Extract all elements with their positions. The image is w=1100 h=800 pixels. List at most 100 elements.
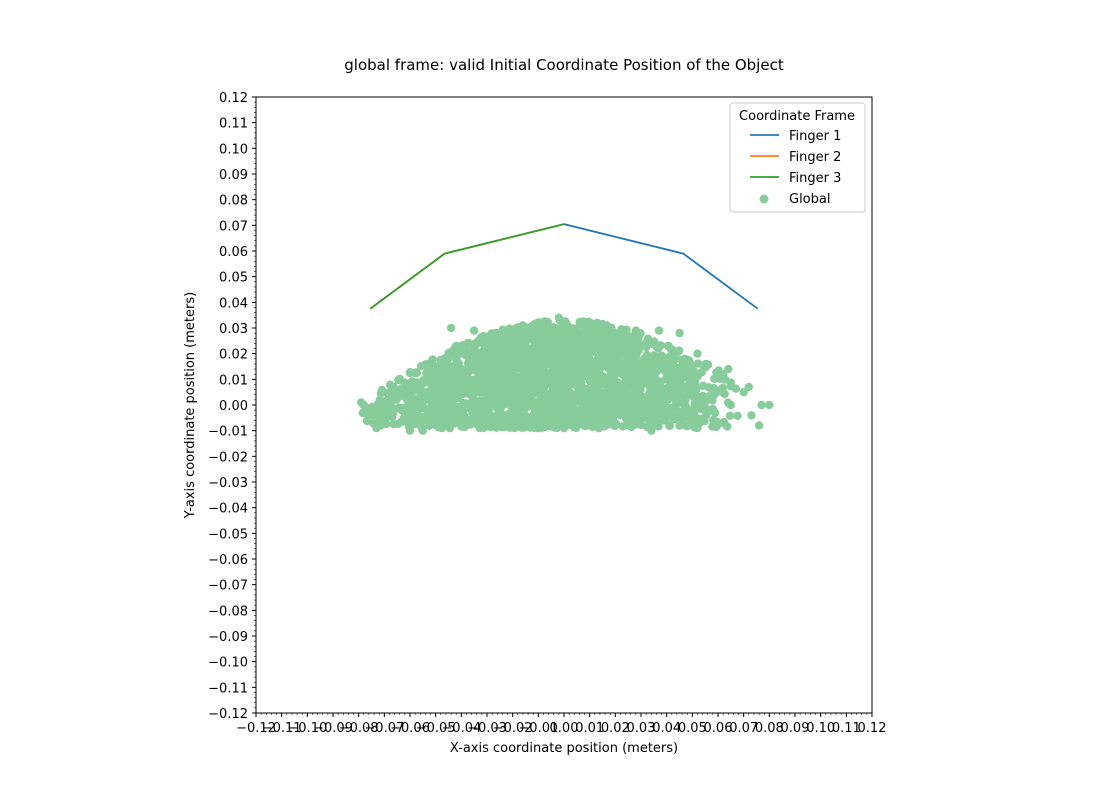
scatter-point [504, 340, 514, 349]
scatter-point [515, 389, 524, 398]
scatter-point [626, 419, 635, 428]
scatter-point [412, 385, 421, 395]
scatter-point [653, 395, 663, 405]
x-tick-label: −0.11 [262, 721, 302, 736]
scatter-point [499, 360, 508, 370]
scatter-point [559, 338, 569, 347]
x-tick-label: −0.07 [364, 721, 404, 736]
scatter-point [754, 421, 764, 430]
legend-swatch-dot [759, 194, 769, 204]
scatter-point [586, 377, 595, 386]
scatter-point [502, 383, 512, 392]
scatter-point [478, 388, 487, 397]
scatter-point [392, 390, 401, 399]
y-tick-label: −0.10 [208, 656, 248, 671]
scatter-point [498, 330, 508, 339]
x-tick-label: −0.05 [416, 721, 456, 736]
scatter-point [594, 373, 604, 382]
scatter-point [695, 396, 704, 405]
scatter-point [733, 411, 742, 420]
scatter-point [679, 369, 689, 379]
scatter-point [714, 387, 723, 396]
scatter-point [694, 414, 704, 424]
scatter-point [693, 349, 702, 358]
scatter-point [571, 407, 580, 416]
x-tick-label: 0.07 [729, 721, 758, 736]
scatter-point [452, 354, 461, 363]
scatter-point [660, 390, 670, 399]
scatter-point [527, 417, 537, 426]
scatter-point [520, 359, 529, 368]
scatter-point [514, 405, 523, 415]
scatter-point [643, 377, 652, 386]
scatter-point [629, 368, 638, 378]
scatter-point [399, 413, 409, 423]
scatter-point [375, 416, 384, 425]
scatter-point [587, 346, 596, 356]
scatter-point [397, 405, 406, 415]
scatter-point [535, 395, 545, 405]
scatter-point [406, 378, 416, 387]
scatter-point [718, 370, 728, 379]
x-tick-label: 0.00 [550, 721, 579, 736]
scatter-point [473, 417, 482, 427]
x-tick-label: 0.12 [858, 721, 887, 736]
scatter-point [765, 400, 774, 410]
scatter-point [634, 399, 643, 409]
scatter-point [501, 397, 511, 406]
scatter-point [562, 402, 572, 411]
scatter-point [604, 413, 613, 423]
legend-entry-label: Global [789, 192, 830, 207]
scatter-point [505, 353, 514, 362]
scatter-point [572, 333, 581, 343]
scatter-point [468, 347, 478, 356]
scatter-point [467, 387, 476, 396]
scatter-point [602, 375, 612, 384]
x-tick-label: −0.10 [287, 721, 327, 736]
scatter-point [676, 377, 685, 386]
scatter-point [528, 352, 537, 361]
scatter-point [410, 368, 419, 378]
y-tick-label: 0.10 [219, 142, 248, 157]
y-tick-label: 0.02 [219, 348, 248, 363]
scatter-point [595, 338, 605, 347]
scatter-point [407, 412, 416, 422]
legend-title: Coordinate Frame [739, 109, 855, 124]
scatter-point [465, 364, 475, 373]
scatter-point [688, 392, 698, 401]
y-tick-label: −0.05 [208, 527, 248, 542]
scatter-point [654, 326, 664, 335]
scatter-point [565, 412, 574, 422]
scatter-point [619, 345, 629, 354]
scatter-point [542, 340, 551, 350]
scatter-point [718, 418, 728, 428]
scatter-point [518, 341, 528, 351]
scatter-point [444, 353, 453, 362]
x-tick-label: 0.11 [832, 721, 861, 736]
scatter-point [463, 339, 473, 349]
scatter-point [726, 400, 735, 410]
scatter-point [549, 366, 558, 375]
scatter-point [590, 418, 599, 427]
scatter-point [679, 395, 688, 404]
scatter-point [460, 350, 470, 359]
scatter-point [421, 360, 430, 369]
scatter-point [454, 394, 463, 403]
scatter-point [539, 361, 548, 370]
scatter-point [522, 421, 531, 431]
scatter-point [535, 381, 544, 390]
scatter-point [357, 398, 366, 407]
scatter-point [429, 380, 438, 389]
scatter-point [498, 336, 507, 345]
x-tick-label: −0.08 [339, 721, 379, 736]
scatter-point [709, 415, 718, 425]
scatter-point [585, 326, 595, 336]
scatter-point [725, 411, 735, 420]
scatter-point [389, 420, 398, 429]
y-tick-label: 0.11 [219, 117, 248, 132]
scatter-point [405, 403, 414, 413]
scatter-point [443, 419, 453, 428]
y-axis-ticks: 0.12 0.11 0.10 0.09 0.08 0.07 0.06 0.05 0.04 0.03… [208, 91, 256, 722]
scatter-point [437, 418, 446, 428]
